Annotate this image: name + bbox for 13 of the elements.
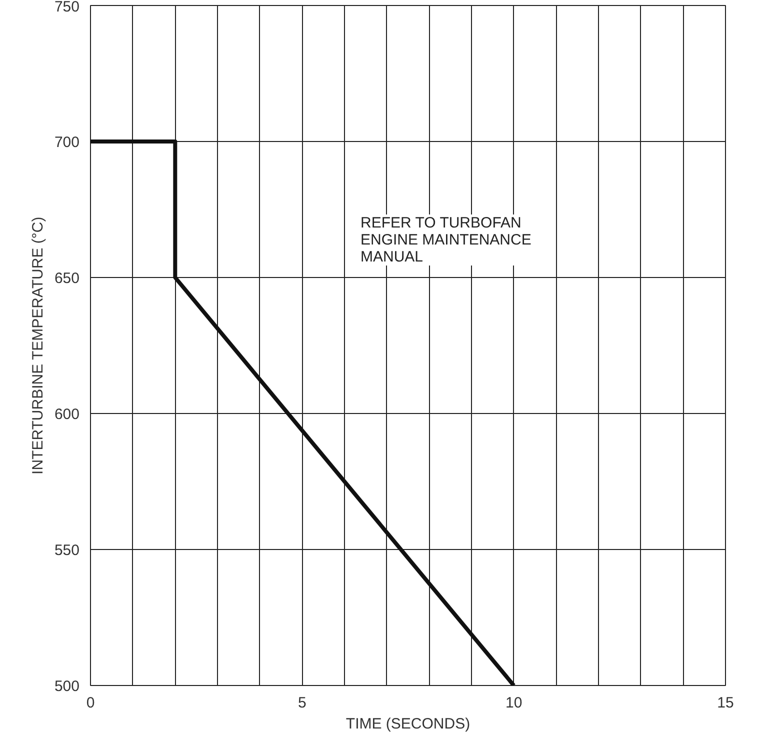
y-tick-label: 550 — [54, 542, 80, 559]
x-tick-label: 5 — [298, 694, 306, 712]
y-tick-label: 650 — [54, 270, 80, 287]
x-tick-label: 10 — [505, 694, 522, 712]
y-tick-label: 750 — [54, 0, 80, 16]
y-axis-title: INTERTURBINE TEMPERATURE (°C) — [29, 216, 46, 474]
y-tick-label: 700 — [54, 134, 80, 151]
annotation: REFER TO TURBOFAN ENGINE MAINTENANCE MANUAL — [360, 214, 532, 266]
x-axis-title: TIME (SECONDS) — [346, 716, 470, 732]
y-tick-label: 500 — [54, 678, 80, 695]
x-tick-label: 15 — [717, 694, 734, 712]
x-tick-label: 0 — [86, 694, 95, 712]
y-tick-label: 600 — [54, 406, 80, 423]
